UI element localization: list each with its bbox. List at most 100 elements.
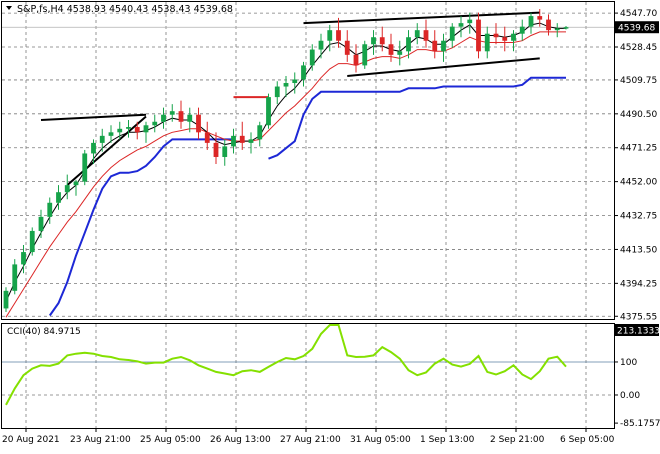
cci-tick-label: 0.00 bbox=[620, 391, 640, 401]
current-price-badge bbox=[615, 21, 659, 34]
time-tick-label: 6 Sep 05:00 bbox=[560, 435, 615, 445]
candle-body bbox=[248, 139, 254, 143]
trend-line bbox=[347, 57, 540, 77]
candle-body bbox=[134, 127, 140, 133]
candle-body bbox=[318, 40, 324, 50]
time-tick-label: 2 Sep 21:00 bbox=[490, 435, 545, 445]
price-tick-label: 4394.25 bbox=[620, 279, 657, 289]
candle-body bbox=[309, 49, 315, 66]
candle-body bbox=[397, 51, 403, 55]
candle-body bbox=[231, 135, 236, 147]
symbol-header: S&P,fs,H4 4538.93 4540.43 4538.43 4539.6… bbox=[17, 4, 233, 15]
candle-body bbox=[169, 111, 175, 115]
candle-body bbox=[388, 44, 394, 55]
price-tick-label: 4452.00 bbox=[620, 178, 657, 188]
time-tick-label: 31 Aug 05:00 bbox=[350, 435, 411, 445]
candle-body bbox=[178, 111, 184, 122]
candle-body bbox=[467, 19, 473, 24]
candle-body bbox=[187, 114, 193, 122]
candle-body bbox=[292, 79, 298, 84]
candle-body bbox=[476, 19, 481, 52]
candle-body bbox=[266, 97, 271, 126]
candlesticks bbox=[3, 9, 569, 312]
candle-body bbox=[406, 37, 411, 52]
price-panel-frame bbox=[1, 1, 615, 320]
price-tick-label: 4490.50 bbox=[620, 110, 657, 120]
candle-body bbox=[143, 125, 149, 133]
price-tick-label: 4432.75 bbox=[620, 212, 657, 222]
current-price-badge-text: 4539.68 bbox=[618, 24, 655, 34]
candle-body bbox=[108, 132, 114, 136]
cci-tick-label: -85.1757 bbox=[620, 419, 660, 429]
candle-body bbox=[362, 44, 368, 66]
time-tick-label: 20 Aug 2021 bbox=[2, 435, 60, 445]
candle-body bbox=[161, 114, 166, 122]
candle-body bbox=[64, 185, 70, 193]
axes: 4375.55 4394.25 4413.50 4432.75 4452.00 4471.… bbox=[2, 9, 660, 445]
candle-body bbox=[537, 16, 543, 20]
candle-body bbox=[301, 65, 306, 80]
candle-body bbox=[554, 28, 560, 31]
price-tick-label: 4547.70 bbox=[620, 9, 657, 19]
candle-body bbox=[257, 125, 263, 140]
candle-body bbox=[423, 30, 429, 41]
trend-line bbox=[66, 115, 147, 186]
candle-body bbox=[152, 121, 158, 126]
candle-body bbox=[38, 216, 44, 231]
candle-body bbox=[414, 30, 420, 38]
cci-indicator bbox=[5, 324, 567, 406]
candle-body bbox=[99, 135, 105, 143]
cci-tick-label: 100 bbox=[620, 358, 637, 368]
candle-body bbox=[563, 27, 569, 29]
candle-body bbox=[519, 26, 525, 34]
candle-body bbox=[441, 40, 446, 52]
candle-body bbox=[283, 83, 289, 87]
cci-line bbox=[5, 324, 567, 406]
cci-panel-frame bbox=[1, 323, 615, 429]
cci-top-badge bbox=[615, 324, 659, 336]
candle-body bbox=[528, 16, 534, 27]
candle-body bbox=[73, 181, 79, 186]
cci-top-badge-text: 213.1333 bbox=[617, 327, 660, 337]
trend-lines bbox=[40, 11, 540, 186]
time-tick-label: 26 Aug 13:00 bbox=[210, 435, 271, 445]
candle-body bbox=[91, 142, 96, 154]
candle-body bbox=[117, 128, 123, 133]
price-tick-label: 4375.55 bbox=[620, 312, 657, 322]
candle-body bbox=[47, 202, 53, 217]
candle-body bbox=[432, 40, 438, 52]
candle-body bbox=[29, 230, 35, 253]
dropdown-triangle-icon[interactable] bbox=[6, 6, 12, 10]
candle-body bbox=[546, 19, 551, 31]
candle-body bbox=[239, 135, 245, 143]
candle-body bbox=[12, 264, 18, 291]
candle-body bbox=[126, 127, 131, 129]
cci-header: CCI(40) 84.9715 bbox=[7, 327, 81, 337]
candle-body bbox=[484, 33, 490, 52]
time-tick-label: 27 Aug 21:00 bbox=[280, 435, 341, 445]
candle-body bbox=[379, 37, 385, 45]
candle-body bbox=[344, 40, 350, 55]
trend-line bbox=[40, 113, 147, 121]
candle-body bbox=[493, 33, 499, 38]
candle-body bbox=[502, 37, 508, 41]
time-tick-label: 23 Aug 21:00 bbox=[70, 435, 131, 445]
candle-body bbox=[327, 30, 333, 41]
candle-body bbox=[196, 114, 201, 133]
candle-body bbox=[56, 192, 61, 203]
candle-body bbox=[511, 33, 516, 41]
time-tick-label: 1 Sep 13:00 bbox=[420, 435, 475, 445]
candle-body bbox=[82, 153, 88, 182]
trailing-stop-line bbox=[48, 76, 566, 317]
candle-body bbox=[3, 290, 9, 309]
candle-body bbox=[204, 132, 210, 143]
time-tick-label: 25 Aug 05:00 bbox=[140, 435, 201, 445]
trend-line bbox=[303, 11, 540, 25]
price-tick-label: 4509.75 bbox=[620, 76, 657, 86]
slow-moving-average-line bbox=[5, 31, 566, 318]
candle-body bbox=[222, 146, 228, 157]
price-tick-label: 4528.45 bbox=[620, 43, 657, 53]
price-tick-label: 4413.50 bbox=[620, 245, 657, 255]
